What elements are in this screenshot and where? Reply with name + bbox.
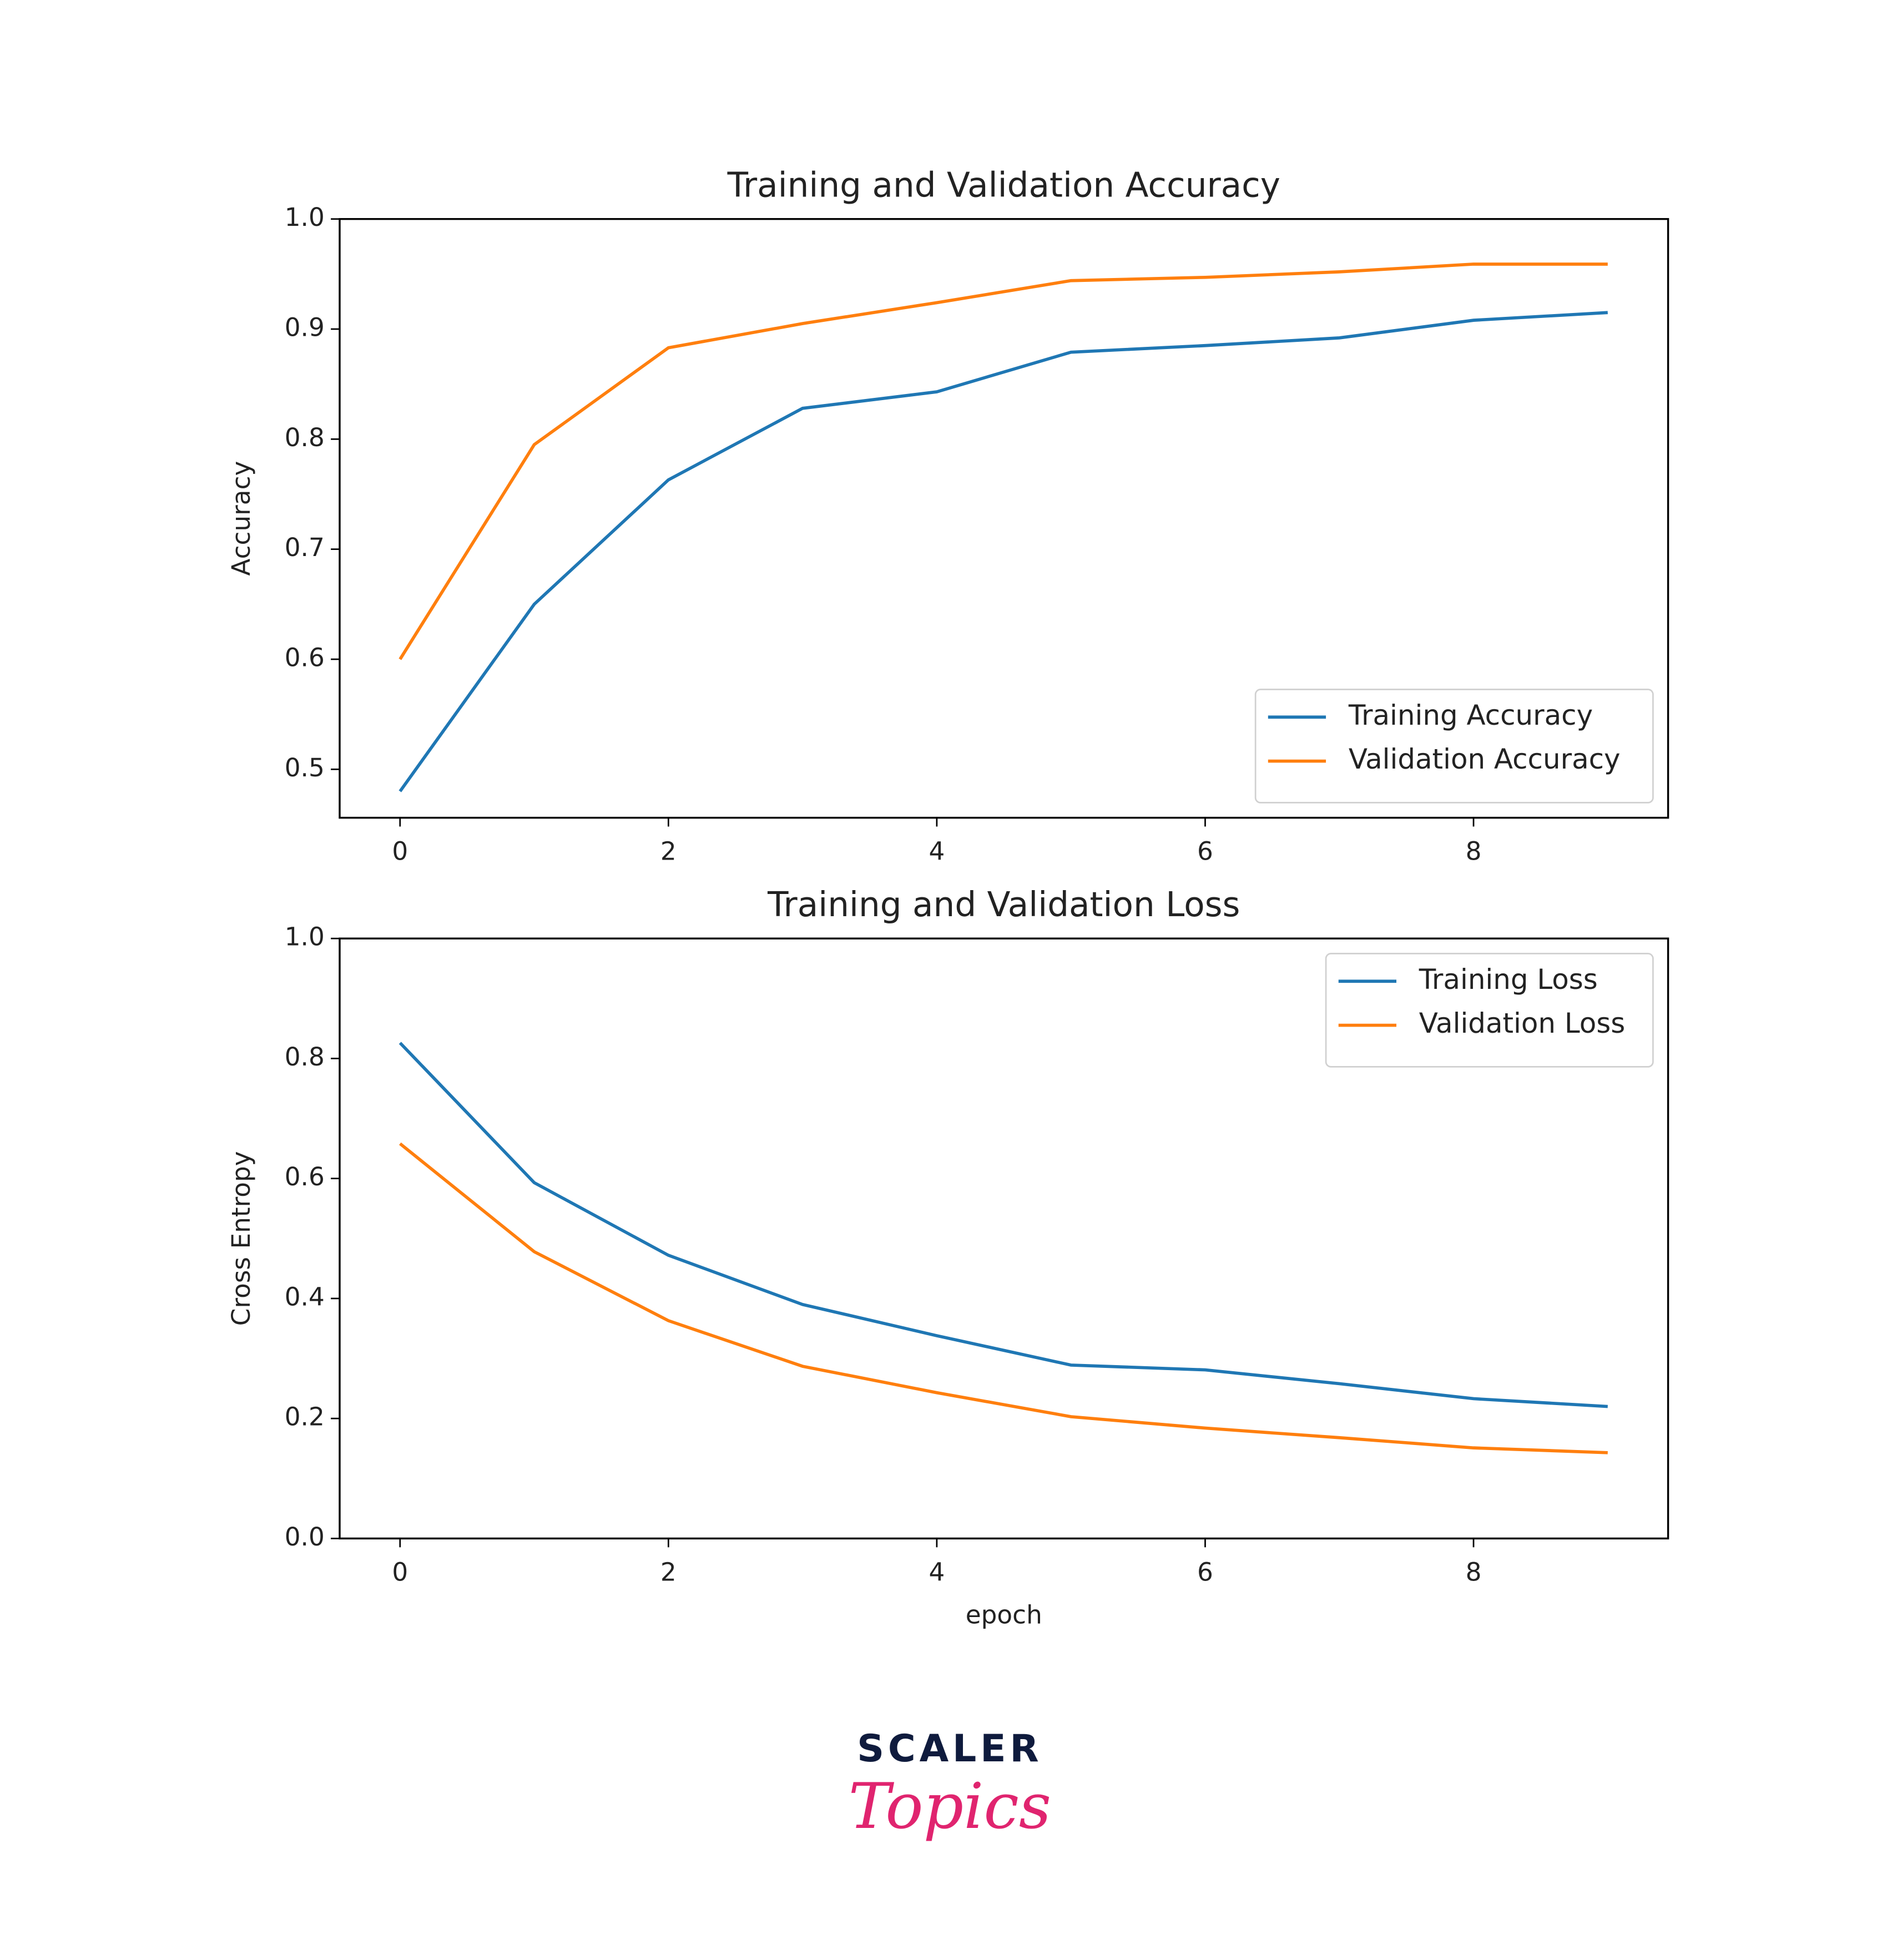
x-tick-label: 4	[929, 837, 945, 866]
legend-label: Validation Accuracy	[1349, 743, 1621, 775]
y-tick-label: 0.6	[285, 1162, 325, 1191]
line-series	[398, 1042, 1608, 1408]
plot-frame	[339, 937, 1669, 1540]
y-tick-label: 0.2	[285, 1402, 325, 1432]
x-tick-label: 8	[1466, 837, 1482, 866]
x-tick-label: 6	[1197, 837, 1213, 866]
x-tick-label: 4	[929, 1557, 945, 1587]
legend-label: Validation Loss	[1419, 1007, 1625, 1039]
x-tick-label: 2	[660, 1557, 677, 1587]
y-tick-label: 0.5	[285, 753, 325, 782]
plot-frame	[339, 218, 1669, 819]
logo-brand: SCALER	[857, 1727, 1042, 1771]
x-tick-label: 2	[660, 837, 677, 866]
legend-label: Training Accuracy	[1348, 699, 1593, 731]
y-tick-label: 0.0	[285, 1522, 325, 1552]
legend-label: Training Loss	[1419, 963, 1598, 996]
y-axis-label: Cross Entropy	[226, 1151, 256, 1326]
y-axis-label: Accuracy	[226, 461, 256, 576]
legend-box	[1254, 689, 1654, 804]
x-tick-label: 0	[392, 1557, 408, 1587]
line-series	[398, 311, 1608, 792]
y-tick-label: 0.6	[285, 643, 325, 672]
y-tick-label: 1.0	[285, 922, 325, 952]
chart-title: Training and Validation Accuracy	[727, 166, 1280, 205]
x-tick-label: 8	[1466, 1557, 1482, 1587]
x-axis-label: epoch	[966, 1600, 1042, 1629]
legend-box	[1325, 953, 1654, 1068]
y-tick-label: 0.7	[285, 533, 325, 562]
line-series	[399, 1142, 1608, 1454]
y-tick-label: 1.0	[285, 203, 325, 232]
logo-sub: Topics	[849, 1770, 1051, 1843]
y-tick-label: 0.9	[285, 313, 325, 342]
y-tick-label: 0.8	[285, 1042, 325, 1072]
line-series	[398, 262, 1608, 660]
y-tick-label: 0.4	[285, 1282, 325, 1311]
x-tick-label: 0	[392, 837, 408, 866]
x-tick-label: 6	[1197, 1557, 1213, 1587]
chart-title: Training and Validation Loss	[767, 885, 1240, 925]
y-tick-label: 0.8	[285, 423, 325, 452]
